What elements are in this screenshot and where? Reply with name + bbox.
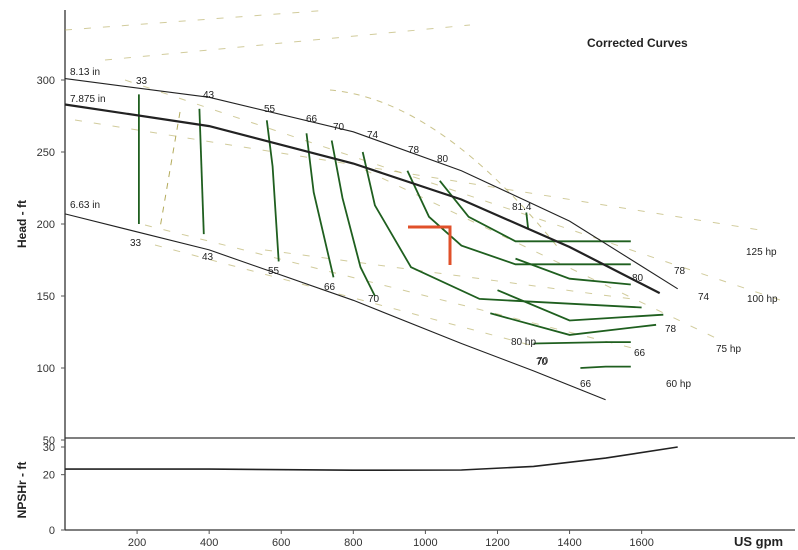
efficiency-label-top: 80	[437, 154, 449, 165]
power-line	[74, 119, 761, 231]
efficiency-label-right: 78	[674, 266, 686, 277]
chart-title: Corrected Curves	[587, 36, 688, 50]
power-line	[159, 111, 181, 229]
efficiency-label-top: 33	[136, 76, 148, 87]
efficiency-line	[265, 120, 280, 262]
power-label: 75 hp	[716, 344, 741, 355]
efficiency-line	[439, 180, 631, 243]
efficiency-label-top: 66	[306, 114, 318, 125]
npshr-tick-label: 30	[43, 442, 55, 454]
impeller-curves-layer	[64, 78, 678, 472]
power-lines-layer	[64, 9, 781, 351]
y-tick-label: 50	[43, 435, 55, 447]
npshr-curve	[65, 446, 678, 472]
npshr-tick-label: 0	[49, 525, 55, 537]
efficiency-line	[330, 140, 376, 297]
power-line	[144, 224, 641, 351]
power-line	[104, 24, 471, 61]
y-tick-label: 150	[37, 291, 55, 303]
npshr-axis-label: NPSHr - ft	[15, 462, 29, 519]
efficiency-label-right: 78	[665, 324, 677, 335]
x-tick-label: 1200	[485, 537, 509, 549]
efficiency-label-right: 74	[698, 292, 710, 303]
labels-layer: Head - ft NPSHr - ft US gpm Corrected Curve…	[15, 36, 783, 549]
x-tick-label: 600	[272, 537, 290, 549]
efficiency-line	[525, 212, 529, 229]
efficiency-label-right: 70	[537, 356, 549, 367]
npshr-tick-label: 20	[43, 470, 55, 482]
y-tick-label: 300	[37, 75, 55, 87]
efficiency-line	[533, 341, 631, 345]
power-label: 60 hp	[666, 379, 691, 390]
power-label: 125 hp	[746, 247, 777, 258]
impeller-label: 7.875 in	[70, 94, 106, 105]
power-line	[264, 249, 641, 301]
efficiency-label-top: 70	[333, 122, 345, 133]
power-line	[124, 79, 781, 301]
y-tick-label: 250	[37, 147, 55, 159]
efficiency-line	[497, 289, 664, 322]
head-axis-label: Head - ft	[15, 200, 29, 248]
power-line	[364, 169, 721, 341]
efficiency-label-right: 66	[634, 348, 646, 359]
operating-point-marker	[408, 225, 452, 265]
power-line	[64, 9, 331, 31]
power-line	[329, 89, 561, 251]
efficiency-line	[406, 170, 631, 266]
efficiency-label-bottom: 66	[324, 282, 336, 293]
impeller-curve	[64, 103, 661, 295]
efficiency-label-top: 43	[203, 90, 215, 101]
efficiency-label-bottom: 33	[130, 238, 142, 249]
x-tick-label: 400	[200, 537, 218, 549]
efficiency-label-top: 78	[408, 145, 420, 156]
efficiency-line	[515, 257, 631, 286]
impeller-label: 8.13 in	[70, 67, 100, 78]
efficiency-label-bottom: 43	[202, 252, 214, 263]
y-tick-label: 200	[37, 219, 55, 231]
power-line	[154, 244, 531, 346]
power-label: 100 hp	[747, 294, 778, 305]
efficiency-line	[580, 365, 631, 369]
x-tick-label: 1000	[413, 537, 437, 549]
efficiency-label-top: 74	[367, 130, 379, 141]
efficiency-label-bottom: 70	[368, 294, 380, 305]
efficiency-line	[490, 312, 657, 336]
x-tick-label: 1600	[629, 537, 653, 549]
efficiency-label-top: 55	[264, 104, 276, 115]
efficiency-label-top: 81.4	[512, 202, 532, 213]
impeller-curve	[64, 213, 606, 401]
x-tick-label: 800	[344, 537, 362, 549]
efficiency-label-right: 80	[632, 273, 644, 284]
x-tick-label: 200	[128, 537, 146, 549]
efficiency-label-right: 80 hp	[511, 337, 536, 348]
efficiency-line	[361, 151, 642, 309]
impeller-label: 6.63 in	[70, 200, 100, 211]
efficiency-label-bottom: 55	[268, 266, 280, 277]
efficiency-label-right: 66	[580, 379, 592, 390]
efficiency-lines-layer	[138, 94, 664, 369]
efficiency-label-right: 70	[536, 357, 548, 368]
impeller-curve	[64, 78, 678, 290]
efficiency-line	[198, 108, 205, 235]
y-tick-label: 100	[37, 363, 55, 375]
axes-layer: 50 100 150 200 250 300 0 20 30 200 400 600 800 1000 12…	[37, 10, 795, 549]
x-tick-label: 1400	[557, 537, 581, 549]
x-axis-label: US gpm	[734, 534, 783, 549]
